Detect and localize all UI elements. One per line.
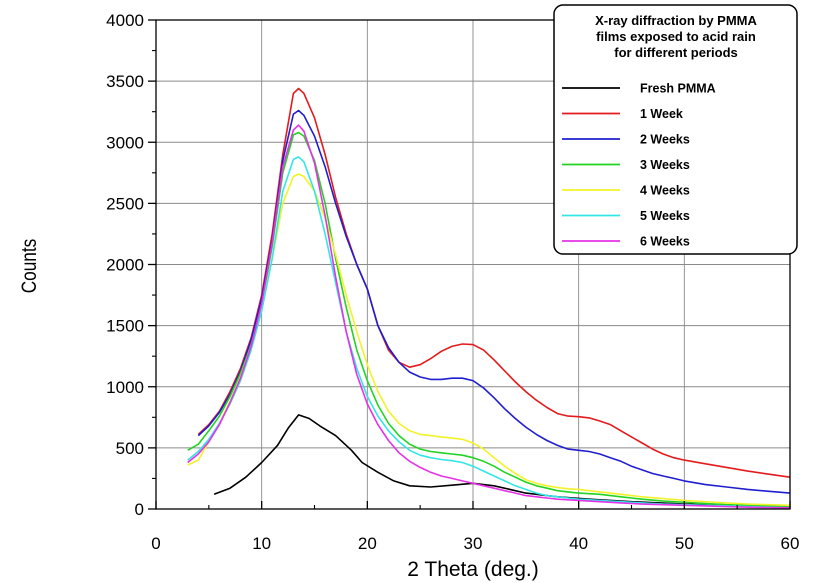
legend-label-5: 5 Weeks [640, 209, 690, 223]
series-line-2 [197, 109, 791, 494]
series-line-5 [187, 156, 791, 509]
x-tick-label-60: 60 [781, 534, 800, 553]
y-tick-label-1000: 1000 [106, 378, 144, 397]
series-line-1 [197, 87, 791, 478]
y-tick-label-0: 0 [135, 500, 144, 519]
legend-entries: Fresh PMMA 1 Week 2 Weeks 3 Weeks 4 Weeks 5 W… [562, 82, 716, 249]
tick-labels: 0 10 20 30 40 50 60 0 500 1000 1500 2000 2500 3000 350… [106, 11, 799, 553]
x-tick-label-40: 40 [569, 534, 588, 553]
y-tick-label-500: 500 [116, 439, 144, 458]
legend: X-ray diffraction by PMMA films exposed … [553, 4, 798, 255]
x-tick-label-50: 50 [675, 534, 694, 553]
x-axis-title: 2 Theta (deg.) [407, 558, 539, 581]
y-tick-label-1500: 1500 [106, 317, 144, 336]
legend-box [553, 4, 798, 255]
x-tick-label-20: 20 [358, 534, 377, 553]
legend-label-2: 2 Weeks [640, 133, 690, 147]
series-line-6 [187, 124, 791, 509]
y-tick-label-4000: 4000 [106, 11, 144, 30]
y-tick-label-3500: 3500 [106, 72, 144, 91]
y-tick-label-3000: 3000 [106, 133, 144, 152]
y-axis-title: Counts [19, 239, 42, 294]
legend-title-line-3: for different periods [614, 45, 738, 60]
legend-title-line-1: X-ray diffraction by PMMA [595, 13, 757, 28]
series-line-4 [187, 173, 791, 507]
series-layer [187, 87, 791, 509]
legend-label-6: 6 Weeks [640, 235, 690, 249]
legend-label-3: 3 Weeks [640, 158, 690, 172]
axis-ticks [148, 19, 791, 510]
y-tick-label-2500: 2500 [106, 194, 144, 213]
y-tick-label-2000: 2000 [106, 256, 144, 275]
legend-title-line-2: films exposed to acid rain [596, 29, 756, 44]
x-tick-label-0: 0 [151, 534, 160, 553]
legend-label-0: Fresh PMMA [640, 82, 716, 96]
legend-label-4: 4 Weeks [640, 184, 690, 198]
x-tick-label-30: 30 [464, 534, 483, 553]
x-tick-label-10: 10 [252, 534, 271, 553]
legend-label-1: 1 Week [640, 107, 683, 121]
